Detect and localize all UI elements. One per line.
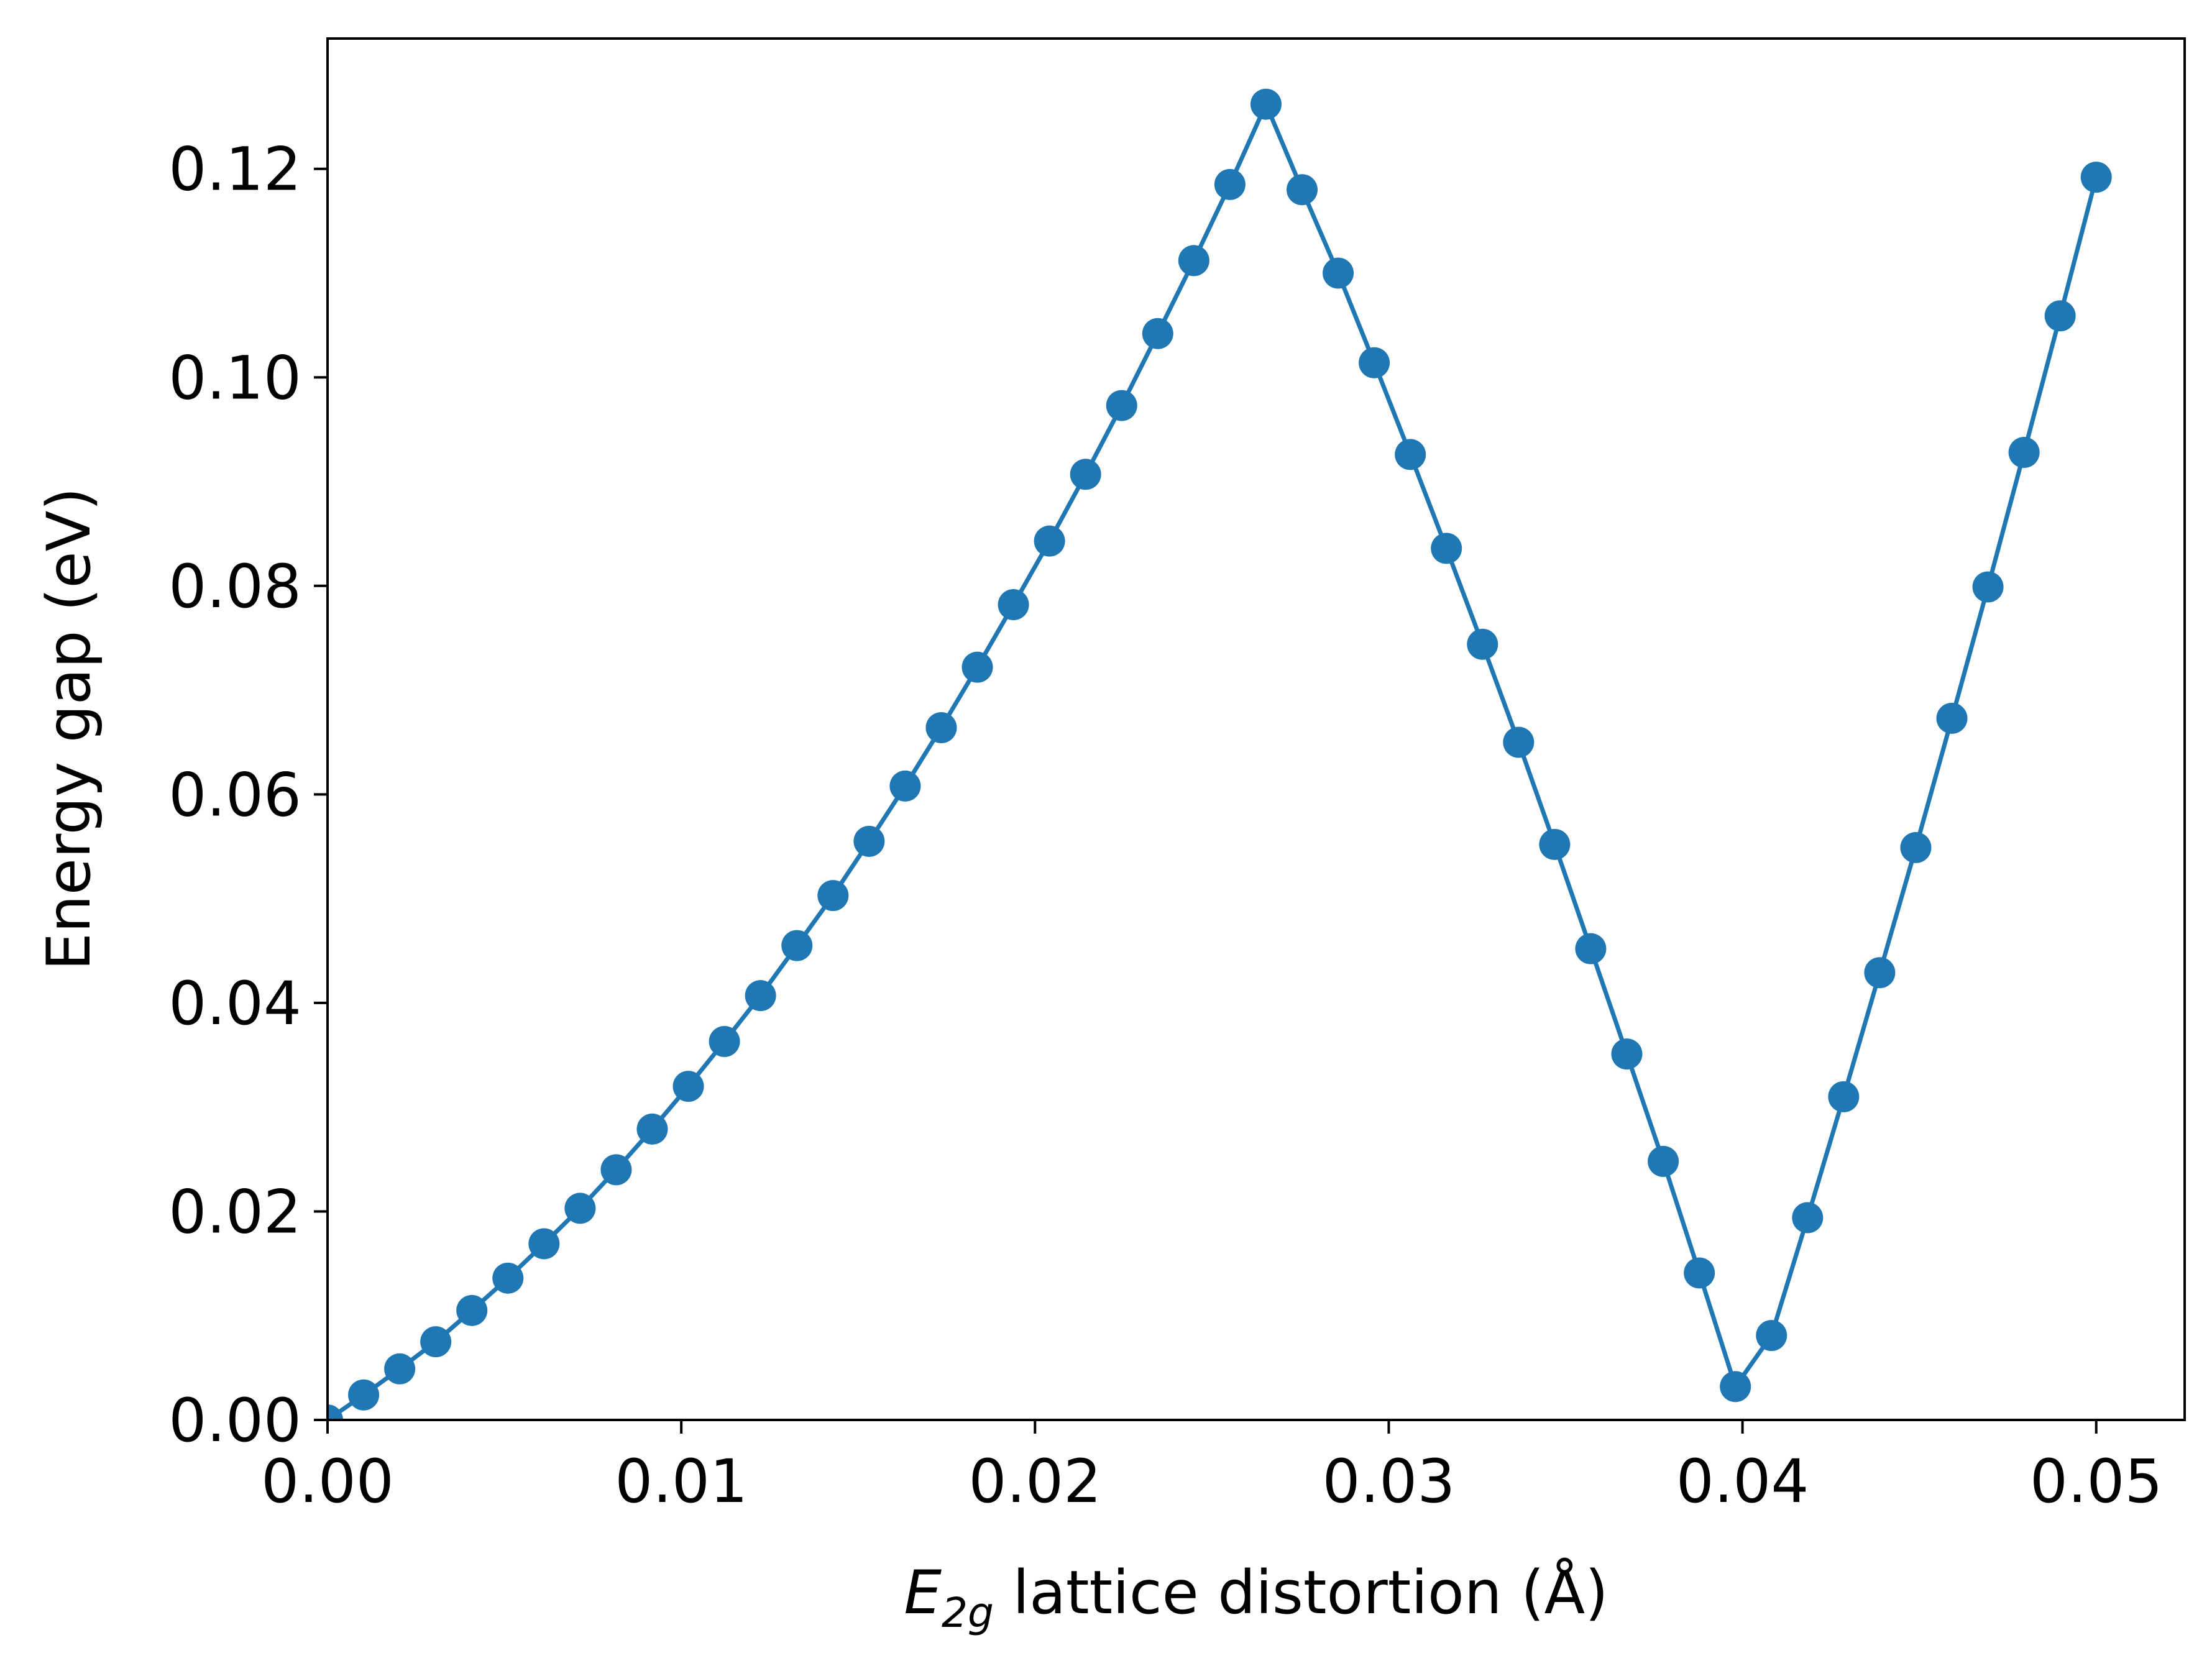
data-point [2008,437,2040,469]
data-point [1431,533,1462,564]
y-tick-label: 0.06 [168,760,301,830]
data-point [1539,828,1571,860]
data-point [889,770,921,802]
x-axis-label-symbol: E [904,1558,942,1628]
y-tick-label: 0.00 [168,1386,301,1455]
data-point [709,1025,740,1057]
y-tick-label: 0.04 [168,969,301,1038]
data-point [1756,1320,1787,1352]
x-tick-label: 0.03 [1323,1447,1456,1516]
plot-area [328,88,2112,1420]
y-tick-label: 0.10 [168,343,301,413]
data-point [1864,957,1896,989]
data-point [1611,1038,1643,1070]
data-point [1828,1081,1860,1112]
data-point [1323,257,1354,289]
x-tick-label: 0.04 [1676,1447,1809,1516]
x-axis-label: E2g lattice distortion (Å) [904,1557,1608,1637]
data-point [1575,933,1607,964]
data-point [1250,88,1282,120]
y-tick-label: 0.12 [168,135,301,204]
data-point [636,1113,668,1145]
data-point [348,1379,380,1411]
data-point [1395,439,1426,470]
data-point [672,1071,704,1102]
data-point [998,589,1029,621]
data-point [1900,831,1932,863]
data-point [328,1404,343,1420]
data-point [600,1154,632,1186]
data-point [1936,702,1968,734]
y-tick-label: 0.08 [168,552,301,621]
series-group [328,88,2112,1420]
y-axis-ticks: 0.00 0.02 0.04 0.06 0.08 0.10 0.12 [168,135,328,1455]
data-point [781,930,813,961]
data-point [1286,174,1318,206]
x-tick-label: 0.01 [615,1447,748,1516]
data-point [1792,1202,1824,1234]
data-point [564,1193,596,1224]
data-point [1178,245,1209,277]
y-tick-label: 0.02 [168,1177,301,1247]
data-point [1214,168,1246,200]
data-point [420,1326,452,1358]
data-point [1648,1145,1679,1177]
data-point [1070,459,1101,490]
data-point [1106,390,1137,421]
data-point [1034,525,1065,557]
x-tick-label: 0.05 [2030,1447,2163,1516]
x-axis-label-subscript: 2g [942,1589,994,1637]
x-axis-ticks: 0.00 0.01 0.02 0.03 0.04 0.05 [261,1420,2163,1516]
data-point [1467,628,1498,660]
data-point [1684,1257,1715,1289]
x-tick-label: 0.02 [968,1447,1101,1516]
data-point [384,1353,416,1385]
axes-frame [326,37,2186,1421]
data-point [817,880,849,912]
data-point [1720,1371,1751,1403]
data-point [853,825,885,857]
x-tick-label: 0.00 [261,1447,394,1516]
data-point [528,1228,560,1260]
data-point [1359,347,1390,378]
data-point [492,1262,524,1294]
data-point [1142,318,1173,349]
data-point [2080,162,2112,193]
data-point [925,712,957,743]
x-axis-label-text: lattice distortion (Å) [994,1557,1609,1628]
data-point [1972,571,2004,603]
data-point [745,980,776,1012]
data-point [1503,726,1535,758]
data-point [2044,300,2076,332]
data-point [961,651,993,683]
y-axis-label: Energy gap (eV) [34,487,104,970]
data-point [456,1294,488,1326]
